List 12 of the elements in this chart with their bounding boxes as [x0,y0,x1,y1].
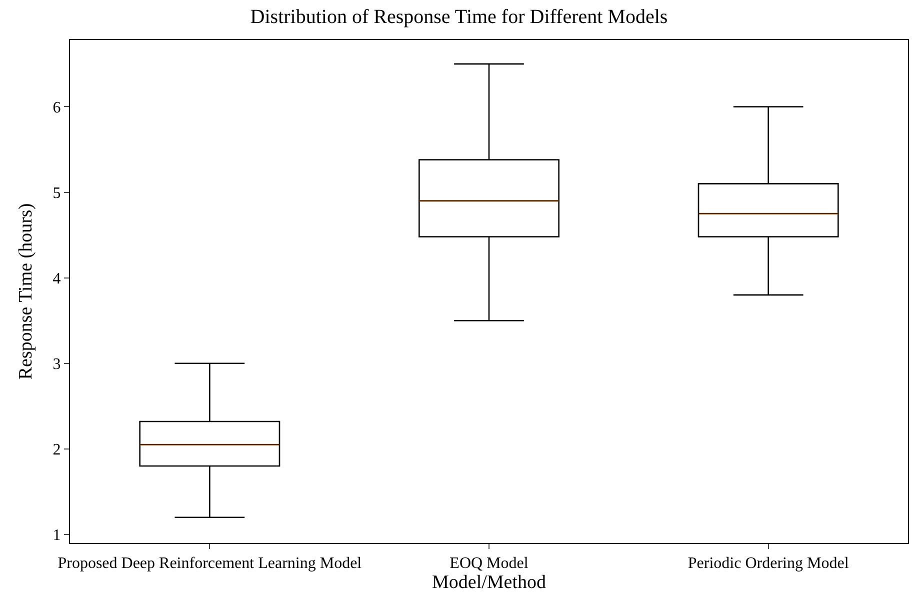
y-tick-label: 3 [52,356,61,373]
y-tick-label: 6 [52,99,61,116]
x-tick-label: Proposed Deep Reinforcement Learning Model [58,555,362,572]
y-tick-label: 2 [52,442,61,458]
x-tick-label: Periodic Ordering Model [688,555,850,572]
y-tick-label: 1 [52,527,61,544]
y-tick-label: 4 [52,270,61,288]
x-axis-title: Model/Method [432,572,546,594]
chart-title: Distribution of Response Time for Different Models [250,6,668,28]
y-axis-title: Response Time (hours) [16,203,37,380]
x-tick-label: EOQ Model [450,555,529,572]
y-tick-label: 5 [52,184,61,202]
